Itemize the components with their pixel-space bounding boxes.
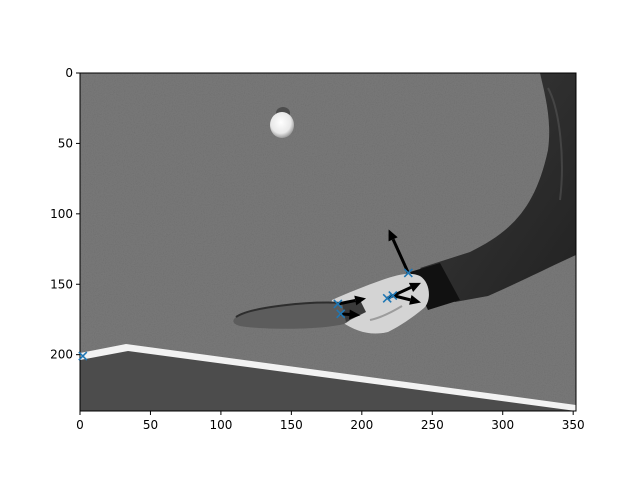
x-tick-label: 200 (350, 418, 373, 432)
x-tick-label: 0 (76, 418, 84, 432)
photo-image (80, 73, 576, 411)
flow-arrow (337, 295, 367, 306)
keypoint-marker (336, 309, 346, 319)
x-tick-label: 50 (143, 418, 158, 432)
x-tick-label: 300 (491, 418, 514, 432)
keypoint-marker (403, 268, 413, 278)
keypoint-marker (388, 290, 398, 301)
x-tick-label: 100 (209, 418, 232, 432)
y-tick-label: 200 (50, 348, 73, 362)
keypoint-markers (78, 268, 413, 361)
keypoint-marker (78, 351, 88, 361)
x-tick-label: 150 (280, 418, 303, 432)
axes-frame (79, 72, 577, 412)
y-tick-label: 100 (50, 207, 73, 221)
y-tick-label: 0 (65, 66, 73, 80)
x-tick-label: 250 (421, 418, 444, 432)
y-tick-label: 150 (50, 277, 73, 291)
keypoint-marker (382, 293, 392, 303)
x-axis: 0 50 100 150 200 250 300 350 (76, 411, 585, 432)
flow-arrow (392, 294, 421, 305)
flow-arrow (340, 309, 361, 320)
keypoint-marker (333, 299, 343, 309)
y-axis: 0 50 100 150 200 (50, 66, 80, 362)
x-tick-label: 350 (562, 418, 585, 432)
flow-arrow (388, 229, 410, 274)
y-tick-label: 50 (58, 136, 73, 150)
